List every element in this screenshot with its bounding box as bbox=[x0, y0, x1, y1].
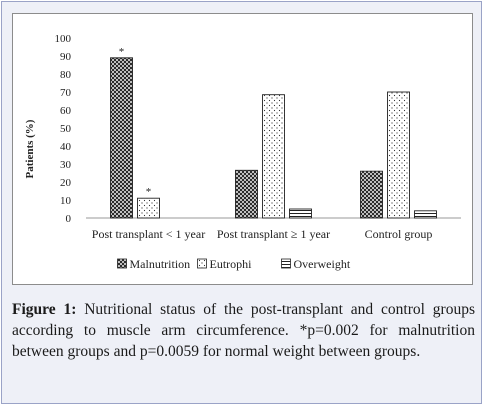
y-tick-label: 50 bbox=[60, 123, 72, 135]
legend-swatch-eutrophi bbox=[197, 258, 207, 269]
y-tick-label: 0 bbox=[66, 213, 72, 225]
bar-malnutrition bbox=[110, 57, 133, 219]
legend-swatch-overweight bbox=[281, 258, 291, 269]
bar-eutrophi bbox=[262, 94, 285, 219]
legend-swatch-malnutrition bbox=[117, 258, 127, 269]
legend-label-overweight: Overweight bbox=[294, 257, 351, 271]
significance-marker: * bbox=[146, 186, 152, 198]
y-tick-label: 100 bbox=[55, 33, 72, 45]
category-label: Post transplant < 1 year bbox=[92, 227, 205, 241]
y-tick-label: 80 bbox=[60, 69, 72, 81]
bar-overweight bbox=[289, 208, 312, 219]
bar-malnutrition bbox=[235, 169, 258, 219]
y-tick-label: 90 bbox=[60, 51, 72, 63]
y-tick-label: 10 bbox=[60, 195, 72, 207]
significance-marker: * bbox=[119, 46, 125, 58]
bar-chart: Patients (%) 0 10 20 30 40 50 60 70 80 90 100 * * P… bbox=[24, 33, 461, 271]
legend-label-eutrophi: Eutrophi bbox=[210, 257, 253, 271]
category-label: Control group bbox=[365, 227, 433, 241]
chart-area: Patients (%) 0 10 20 30 40 50 60 70 80 90 100 * * P… bbox=[12, 13, 473, 285]
bar-eutrophi bbox=[137, 197, 160, 219]
caption-label: Figure 1: bbox=[12, 301, 77, 318]
y-tick-label: 30 bbox=[60, 159, 72, 171]
caption-text: Nutritional status of the post-transplan… bbox=[12, 301, 475, 360]
bar-overweight bbox=[414, 210, 437, 219]
y-tick-label: 20 bbox=[60, 177, 72, 189]
bar-malnutrition bbox=[360, 170, 383, 219]
y-tick-label: 40 bbox=[60, 141, 72, 153]
bar-eutrophi bbox=[387, 91, 410, 219]
legend-label-malnutrition: Malnutrition bbox=[130, 257, 191, 271]
y-tick-label: 60 bbox=[60, 105, 72, 117]
category-label: Post transplant ≥ 1 year bbox=[217, 227, 330, 241]
y-tick-label: 70 bbox=[60, 87, 72, 99]
y-axis-title: Patients (%) bbox=[24, 119, 36, 178]
figure-caption: Figure 1: Nutritional status of the post… bbox=[12, 299, 475, 362]
